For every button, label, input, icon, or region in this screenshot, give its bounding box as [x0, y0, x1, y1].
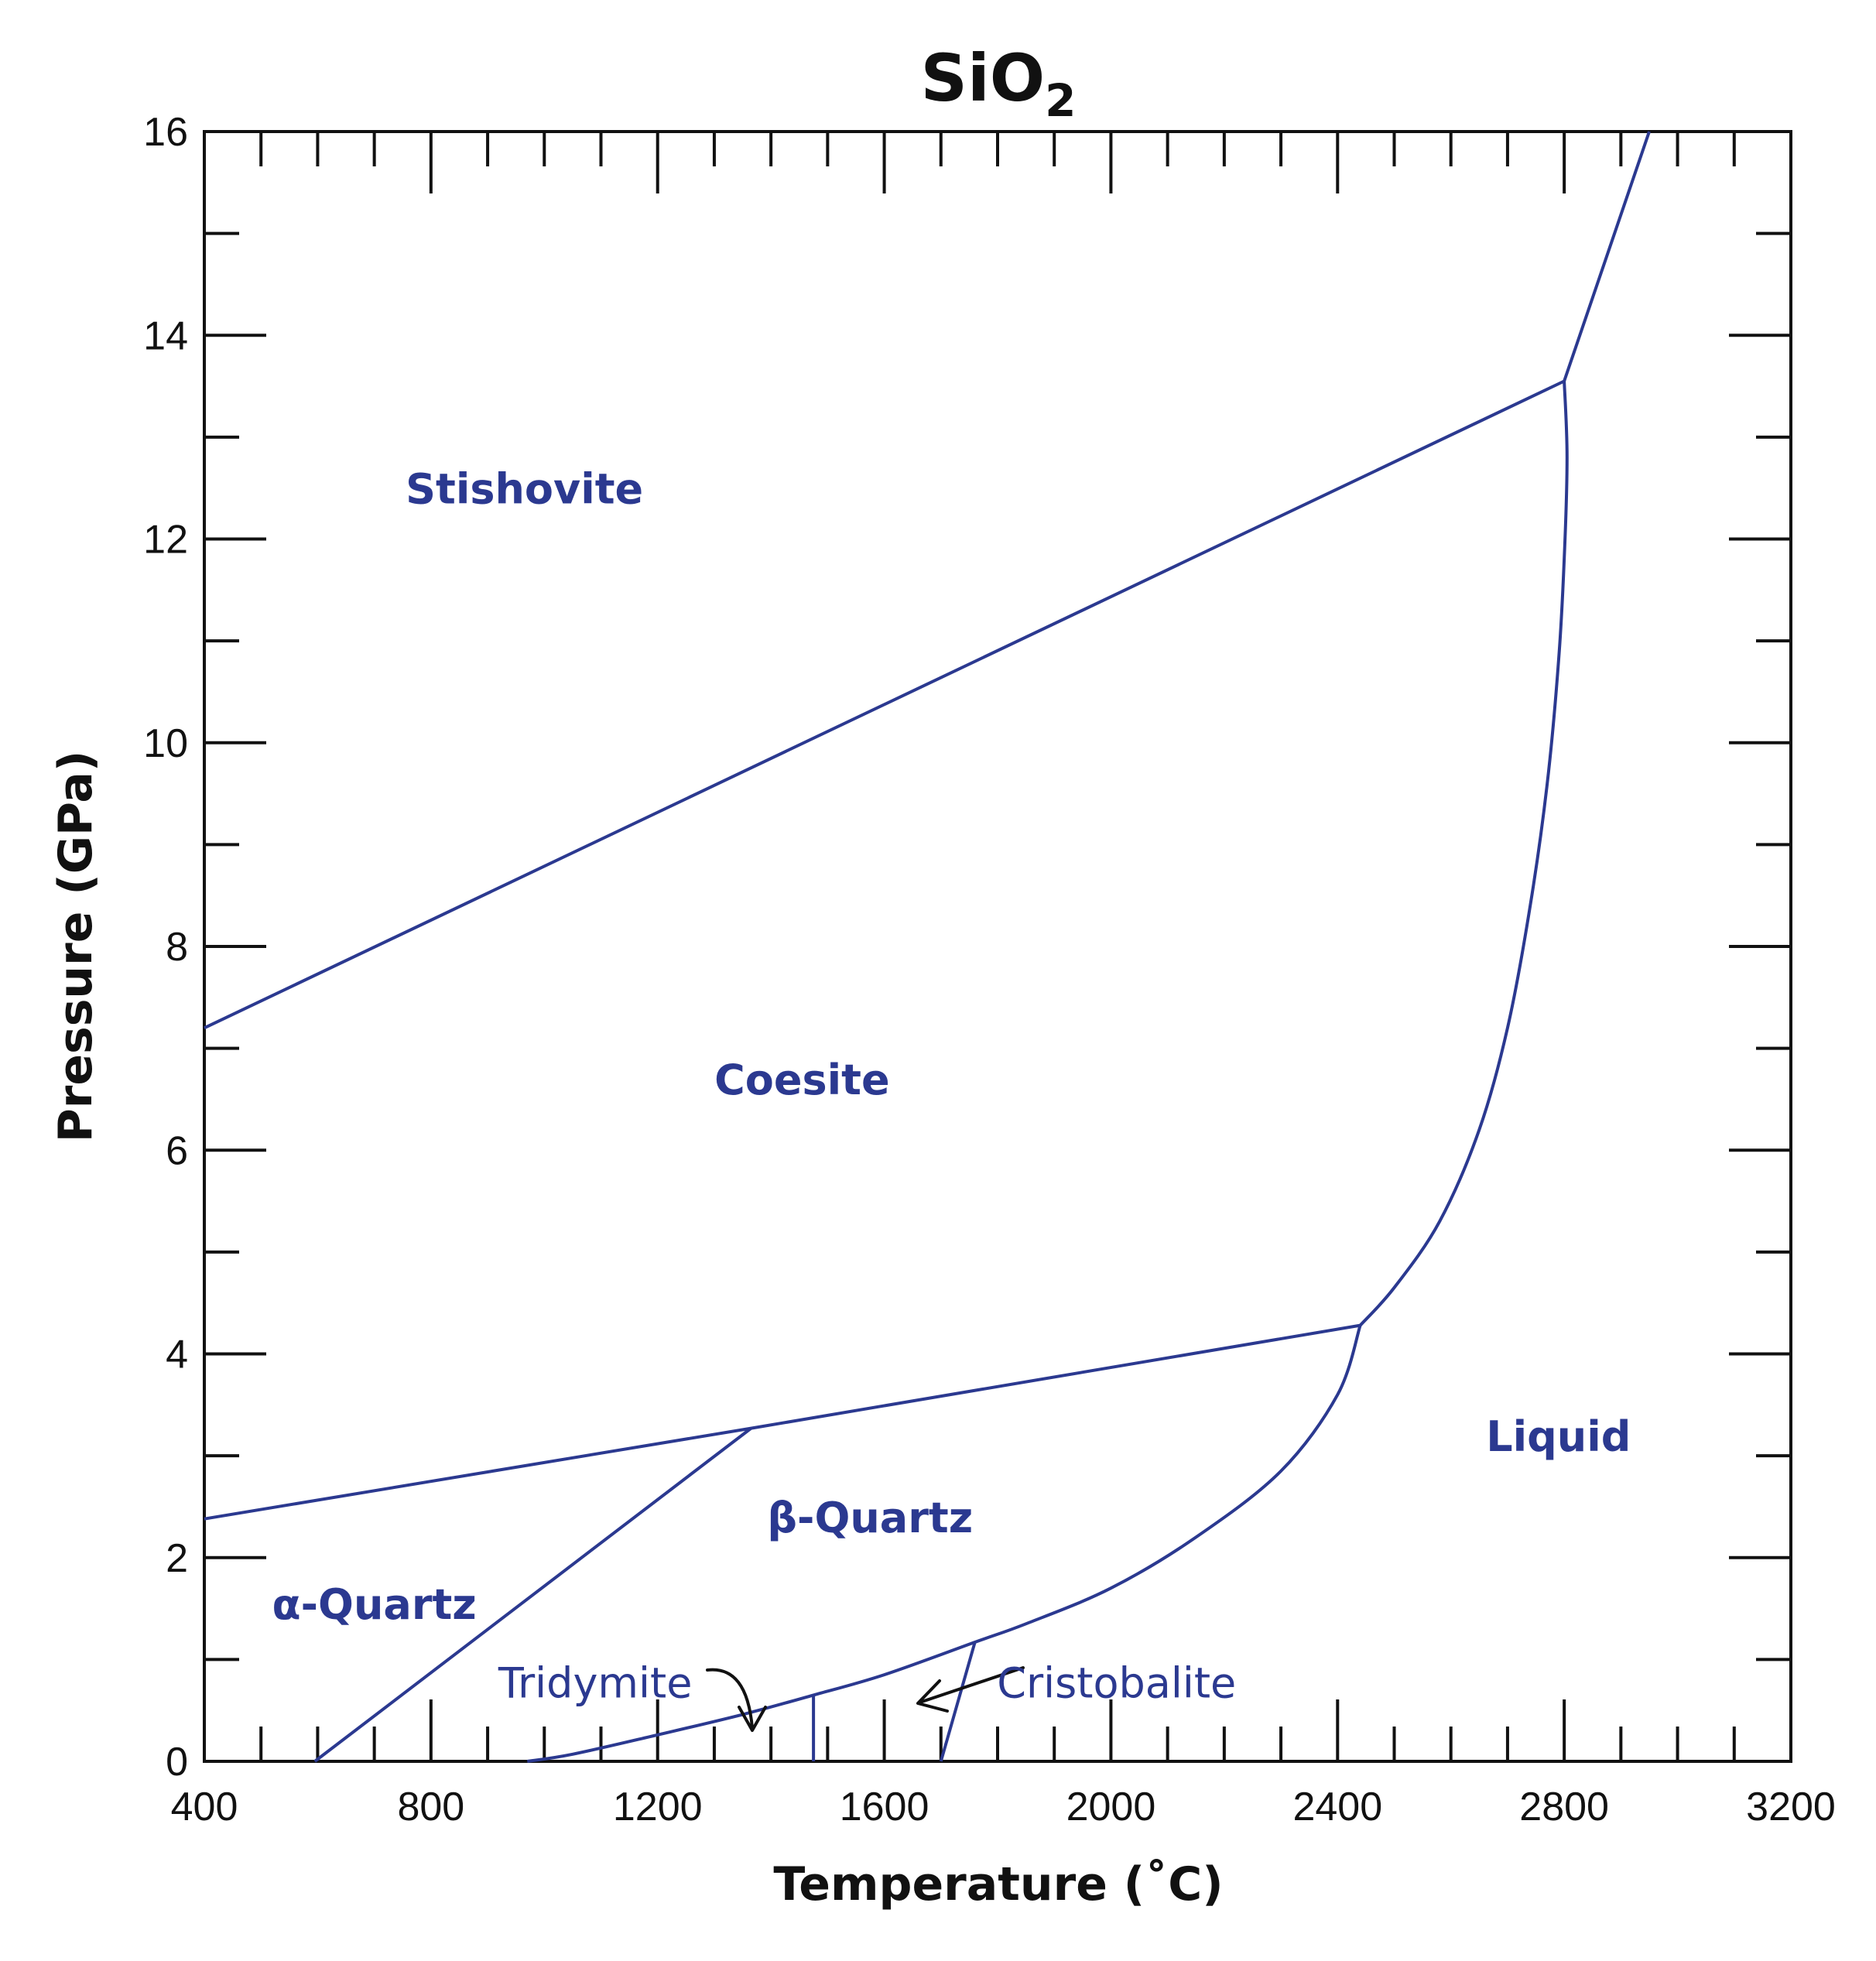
- annotation-label: Cristobalite: [997, 1658, 1236, 1707]
- region-label: β-Quartz: [767, 1494, 973, 1542]
- x-axis-label: Temperature (˚C): [773, 1857, 1223, 1911]
- region-label: Coesite: [714, 1056, 889, 1104]
- region-labels: Stishovite Coesite β-Quartz α-Quartz Liquid T…: [272, 465, 1631, 1708]
- y-tick-label: 0: [166, 1740, 188, 1785]
- y-axis-label: Pressure (GPa): [49, 751, 103, 1143]
- x-tick-label: 3200: [1746, 1785, 1836, 1829]
- phase-boundary-line: [526, 1324, 1362, 1763]
- y-tick-label: 14: [143, 313, 188, 358]
- axis-ticks: [204, 132, 1791, 1761]
- y-tick-label: 12: [143, 518, 188, 563]
- chart-title: SiO2: [920, 40, 1076, 127]
- y-tick-label: 2: [166, 1536, 188, 1581]
- phase-boundary-line: [1359, 381, 1569, 1326]
- phase-boundaries: [204, 131, 1651, 1763]
- cristobalite-arrowhead: [916, 1679, 949, 1713]
- annotation-label: Tridymite: [498, 1658, 693, 1707]
- y-tick-label: 10: [143, 721, 188, 766]
- annotation-arrows: [706, 1666, 1025, 1732]
- plot-frame: [203, 130, 1792, 1763]
- x-tick-label: 1200: [613, 1785, 703, 1829]
- y-tick-label: 8: [166, 925, 188, 970]
- x-tick-label: 1600: [840, 1785, 929, 1829]
- phase-boundary-line: [313, 1427, 752, 1763]
- tridymite-arrowhead: [738, 1706, 767, 1732]
- tridymite-arrow: [706, 1668, 754, 1730]
- phase-boundary-line: [939, 1641, 977, 1762]
- x-tick-label: 800: [397, 1785, 464, 1829]
- cristobalite-arrow: [918, 1666, 1025, 1704]
- phase-boundary-line: [204, 1323, 1361, 1521]
- x-tick-label: 2400: [1292, 1785, 1382, 1829]
- axis-tick-labels: 400 800 1200 1600 2000 2400 2800 3200 0 2 4 6 8 10 12 1…: [143, 110, 1836, 1829]
- region-label: α-Quartz: [272, 1580, 477, 1629]
- y-tick-label: 16: [143, 110, 188, 155]
- x-tick-label: 2800: [1519, 1785, 1609, 1829]
- y-tick-label: 4: [166, 1333, 188, 1377]
- phase-boundary-line: [1563, 131, 1651, 382]
- y-tick-label: 6: [166, 1128, 188, 1173]
- x-tick-label: 2000: [1066, 1785, 1156, 1829]
- region-label: Liquid: [1486, 1412, 1631, 1461]
- phase-boundary-line: [204, 379, 1565, 1030]
- region-label: Stishovite: [406, 465, 643, 514]
- x-tick-label: 400: [171, 1785, 238, 1829]
